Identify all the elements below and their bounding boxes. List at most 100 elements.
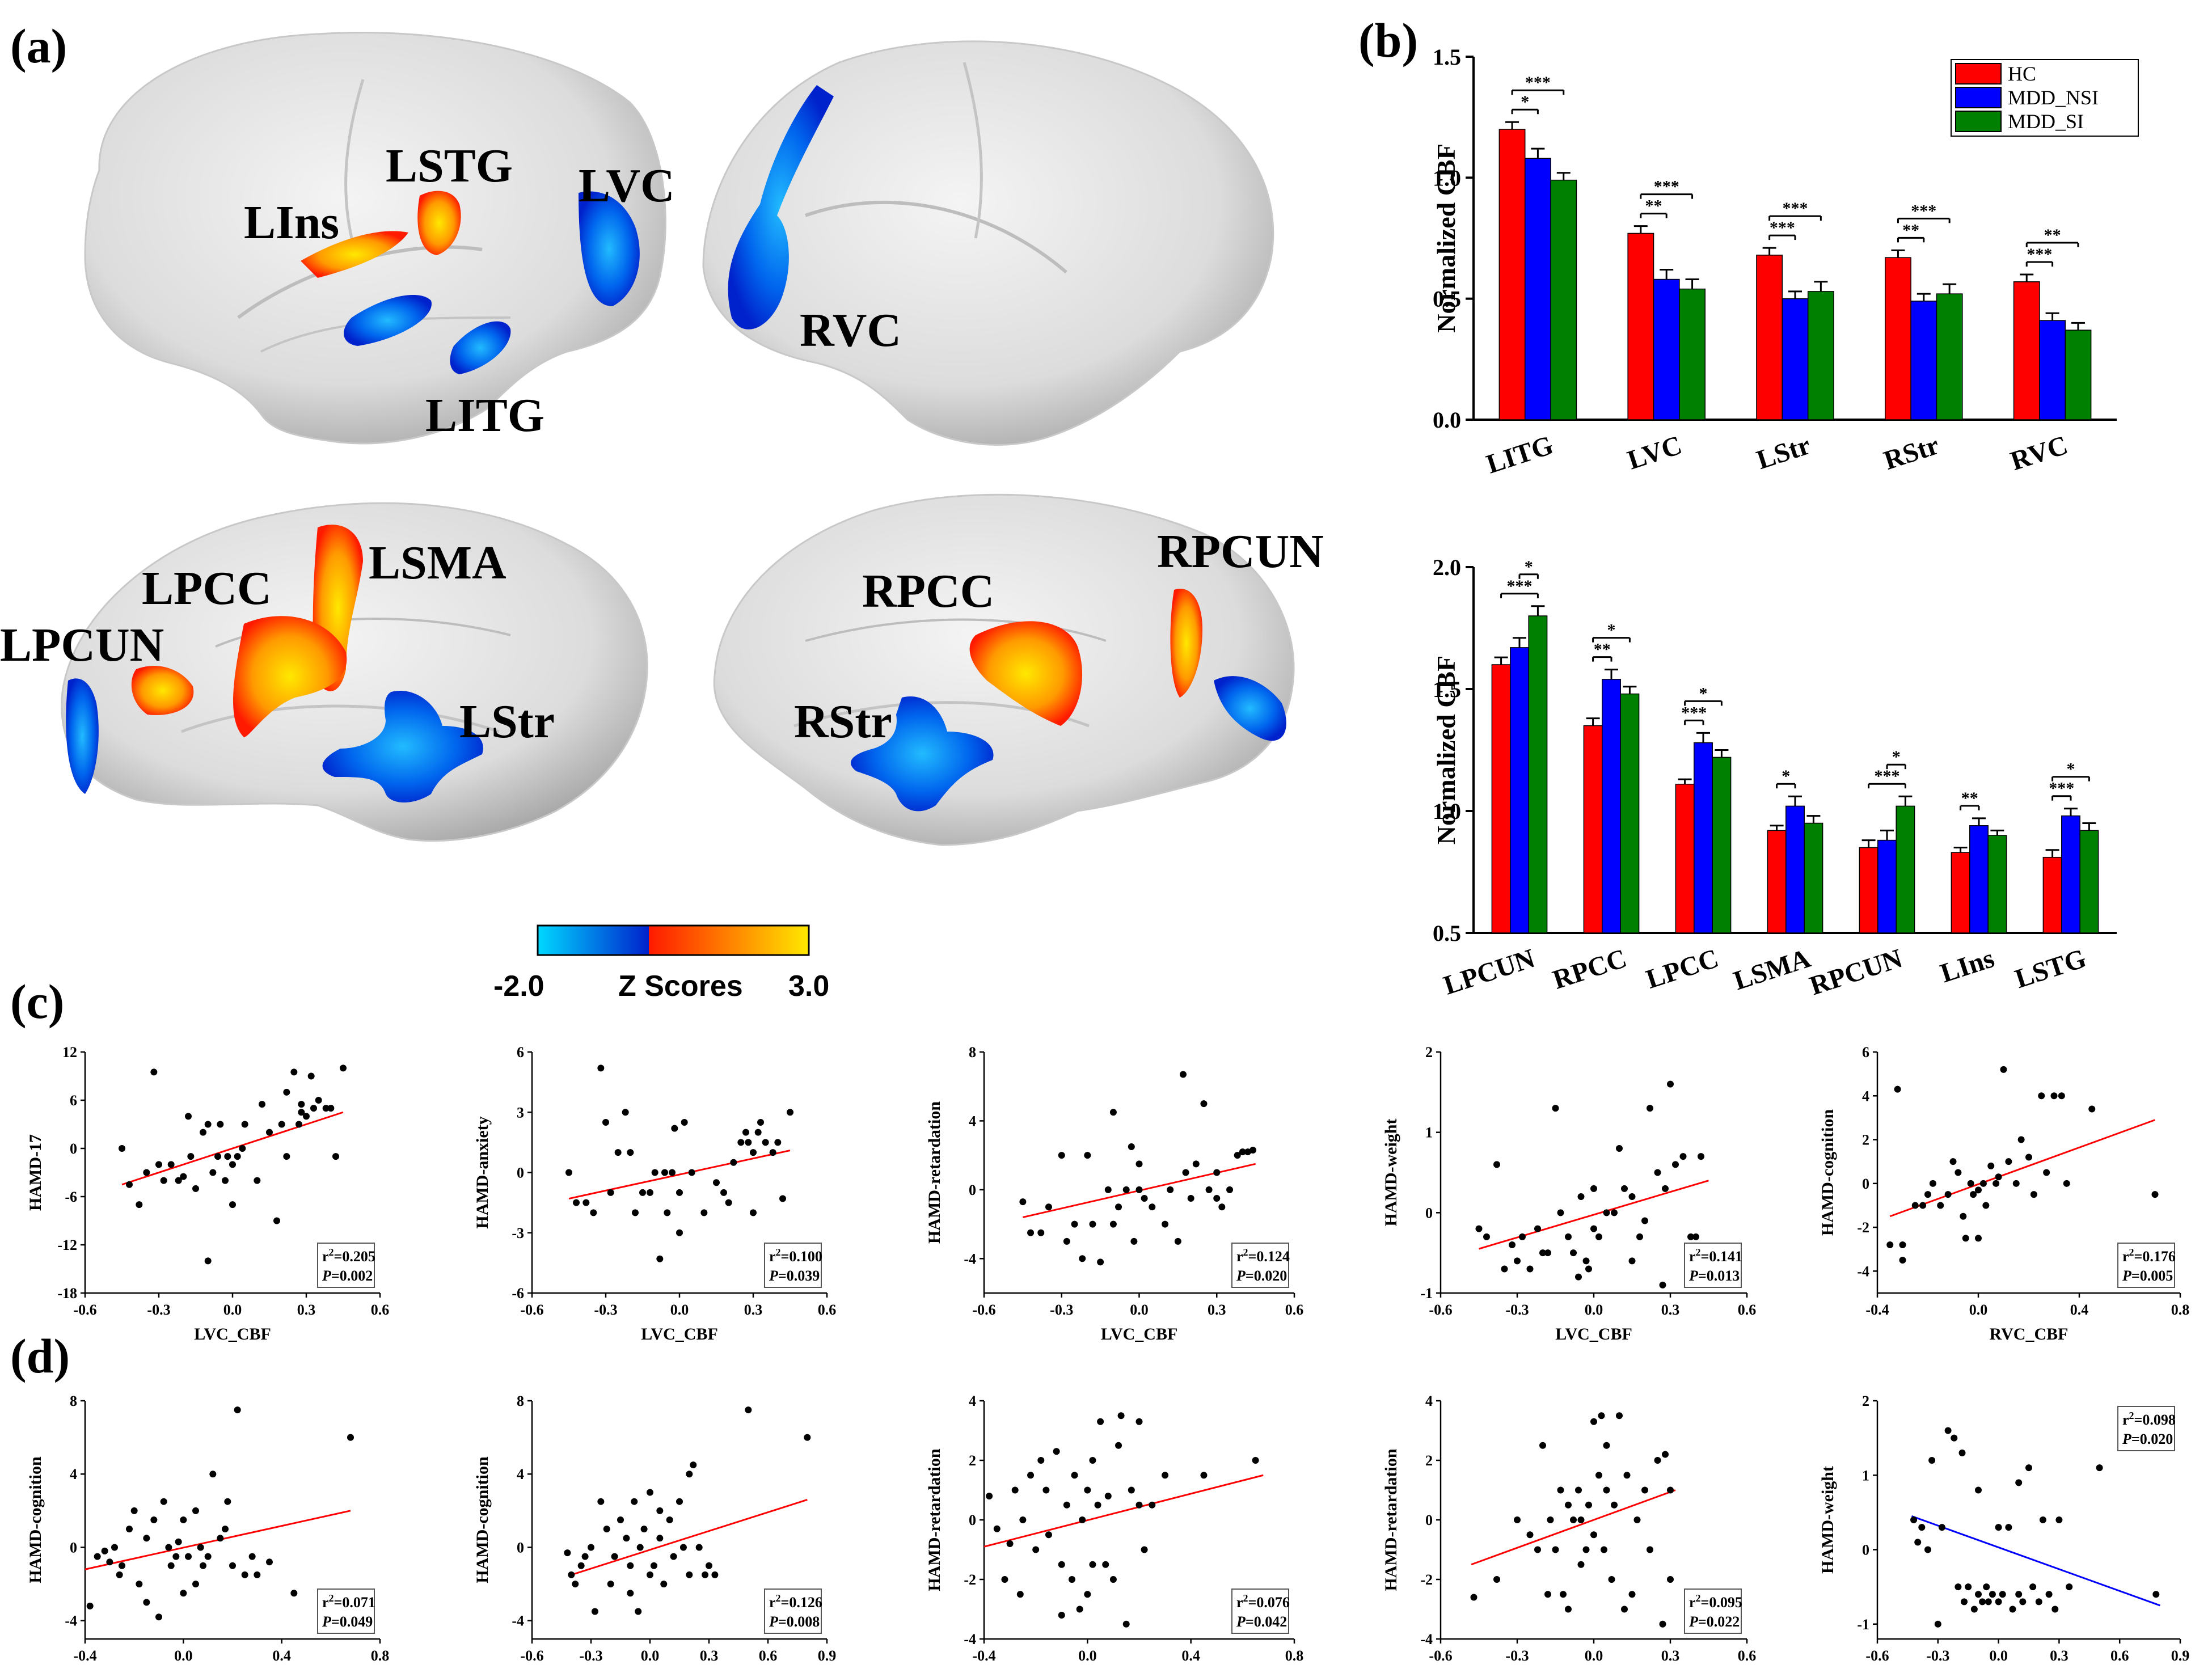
stats-box	[1684, 1588, 1742, 1634]
y-tick-label: -4	[512, 1613, 524, 1629]
y-tick-label: -2	[1420, 1571, 1433, 1588]
data-point	[669, 1169, 676, 1176]
data-point	[136, 1201, 143, 1209]
blob-lstg	[417, 191, 461, 255]
panel-label-b: (b)	[1358, 13, 1418, 67]
stats-r2: r2=0.095	[1689, 1592, 1742, 1611]
data-point	[647, 1571, 653, 1578]
data-point	[1924, 1191, 1931, 1198]
data-point	[266, 1129, 273, 1136]
regression-line	[1911, 1515, 2160, 1607]
x-tick-label: -0.3	[1050, 1302, 1073, 1318]
data-point	[1135, 1418, 1143, 1425]
stats-p-value: =0.002	[331, 1268, 373, 1284]
data-point	[1016, 1591, 1024, 1598]
x-tick-label: 0.4	[2070, 1302, 2089, 1318]
data-point	[660, 1581, 668, 1588]
x-tick-label: 0.8	[371, 1647, 390, 1664]
region-label: LVC	[579, 159, 675, 212]
data-point	[180, 1516, 187, 1523]
data-point	[185, 1553, 192, 1560]
data-point	[2045, 1591, 2053, 1598]
x-tick-label: 0.3	[744, 1302, 763, 1318]
data-point	[2050, 1092, 2058, 1100]
bar	[1936, 293, 1963, 420]
data-point	[690, 1461, 697, 1469]
data-point	[1672, 1161, 1679, 1168]
data-point	[1595, 1472, 1602, 1479]
data-point	[572, 1581, 579, 1588]
data-point	[1937, 1202, 1944, 1209]
x-tick-label: 0.0	[1989, 1647, 2008, 1664]
data-point	[187, 1153, 195, 1160]
data-point	[656, 1255, 664, 1262]
stats-r-symbol: r	[769, 1248, 776, 1265]
stats-p-symbol: P	[769, 1268, 779, 1284]
data-point	[640, 1526, 648, 1533]
data-point	[631, 1498, 638, 1505]
data-point	[1037, 1229, 1045, 1236]
stats-p: P=0.020	[2122, 1431, 2173, 1447]
data-point	[1899, 1257, 1906, 1264]
stats-p: P=0.013	[1688, 1268, 1740, 1284]
data-point	[1960, 1212, 1967, 1220]
y-axis-label: HAMD-retardation	[1382, 1448, 1400, 1591]
stats-p-value: =0.042	[1246, 1613, 1287, 1630]
region-label: RStr	[794, 695, 892, 748]
data-point	[602, 1118, 609, 1126]
colorbar	[537, 924, 810, 956]
data-point	[737, 1139, 745, 1146]
panel-label-a: (a)	[10, 19, 67, 73]
data-point	[1130, 1237, 1138, 1245]
y-tick-label: -1	[1857, 1616, 1869, 1633]
data-point	[2051, 1606, 2059, 1613]
data-point	[1162, 1472, 1169, 1479]
x-tick-label: 0.6	[1738, 1302, 1757, 1318]
data-point	[711, 1571, 719, 1578]
y-tick-label: -4	[964, 1631, 976, 1647]
data-point	[234, 1153, 241, 1160]
bar	[1896, 805, 1915, 933]
data-point	[1975, 1591, 1982, 1598]
data-point	[106, 1558, 113, 1566]
stats-r2: r2=0.076	[1236, 1592, 1290, 1611]
data-point	[143, 1599, 150, 1606]
data-point	[779, 1195, 786, 1202]
data-point	[119, 1562, 125, 1569]
data-point	[1590, 1185, 1597, 1192]
data-point	[1135, 1501, 1143, 1509]
data-point	[322, 1105, 330, 1112]
y-tick-label: -2	[964, 1571, 976, 1588]
data-point	[310, 1105, 317, 1112]
data-point	[679, 1544, 687, 1551]
bar	[1510, 647, 1529, 933]
x-tick-label: 0.0	[1130, 1302, 1149, 1318]
y-tick-label: -4	[1420, 1631, 1433, 1647]
data-point	[1053, 1448, 1060, 1455]
blob-rvc	[728, 85, 834, 329]
significance-label: *	[2067, 760, 2075, 779]
stats-p: P=0.049	[322, 1613, 373, 1630]
y-tick-label: 2	[1862, 1132, 1869, 1148]
data-point	[1006, 1540, 1014, 1547]
blob-litg-2	[450, 321, 511, 374]
data-point	[1654, 1457, 1661, 1464]
blob-lstr	[322, 691, 483, 802]
data-point	[2030, 1191, 2037, 1198]
data-point	[1975, 1486, 1982, 1494]
data-point	[1654, 1169, 1661, 1176]
data-point	[1109, 1109, 1117, 1116]
data-point	[1987, 1162, 1995, 1169]
y-tick-label: 0.0	[1433, 407, 1461, 433]
stats-r2-value: =0.176	[2134, 1248, 2176, 1265]
data-point	[130, 1507, 138, 1514]
x-axis-label: LVC_CBF	[1555, 1325, 1632, 1344]
stats-r2-value: =0.124	[1248, 1248, 1290, 1265]
significance-label: **	[2044, 226, 2061, 244]
x-tick-label: -0.3	[594, 1302, 617, 1318]
data-point	[175, 1177, 182, 1184]
stats-p: P=0.020	[1236, 1268, 1287, 1284]
data-point	[671, 1125, 678, 1132]
data-point	[614, 1149, 622, 1156]
regression-line	[1479, 1180, 1709, 1250]
